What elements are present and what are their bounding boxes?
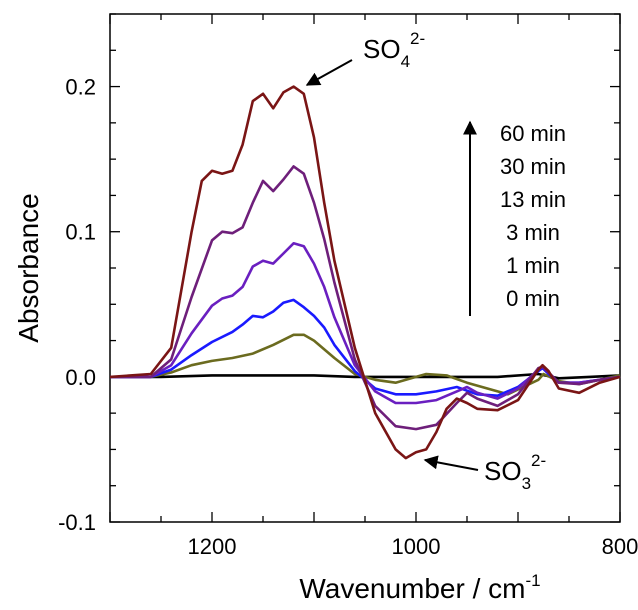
- time-label: 1 min: [506, 253, 560, 278]
- sulfate-label-sup: 2-: [410, 29, 425, 48]
- x-tick-label: 1000: [392, 534, 441, 559]
- svg-text:SO32-: SO32-: [484, 451, 546, 493]
- sulfite-label-base: SO: [484, 456, 522, 486]
- time-labels: 60 min 30 min 13 min 3 min 1 min 0 min: [500, 121, 566, 311]
- y-axis-ticks: -0.1 0.0 0.1 0.2: [58, 13, 620, 535]
- y-axis-title: Absorbance: [13, 193, 44, 342]
- x-axis-title: Wavenumber / cm-1: [299, 571, 540, 604]
- x-tick-label: 800: [602, 534, 638, 559]
- sulfate-label-base: SO: [363, 34, 401, 64]
- sulfite-label-sup: 2-: [531, 451, 546, 470]
- sulfate-label-sub: 4: [401, 52, 410, 71]
- x-axis-title-main: Wavenumber / cm: [299, 573, 525, 604]
- svg-text:SO42-: SO42-: [363, 29, 425, 71]
- x-axis-ticks: 1200 1000 800: [109, 14, 638, 559]
- y-tick-label: 0.0: [65, 365, 96, 390]
- series-line-60-min: [109, 85, 621, 460]
- sulfate-annotation: SO42-: [305, 29, 425, 86]
- sulfite-arrow: [423, 455, 479, 471]
- sulfate-arrow: [305, 59, 353, 86]
- spectra-series: [109, 85, 621, 460]
- y-tick-label: 0.1: [65, 220, 96, 245]
- time-label: 60 min: [500, 121, 566, 146]
- series-line-1-min: [110, 333, 621, 396]
- time-label: 13 min: [500, 187, 566, 212]
- time-label: 3 min: [506, 220, 560, 245]
- x-axis-title-sup: -1: [526, 571, 541, 590]
- x-tick-label: 1200: [188, 534, 237, 559]
- time-label: 0 min: [506, 286, 560, 311]
- y-tick-label: 0.2: [65, 75, 96, 100]
- sulfite-annotation: SO32-: [423, 451, 546, 493]
- sulfite-label-sub: 3: [522, 474, 531, 493]
- time-label: 30 min: [500, 154, 566, 179]
- y-tick-label: -0.1: [58, 510, 96, 535]
